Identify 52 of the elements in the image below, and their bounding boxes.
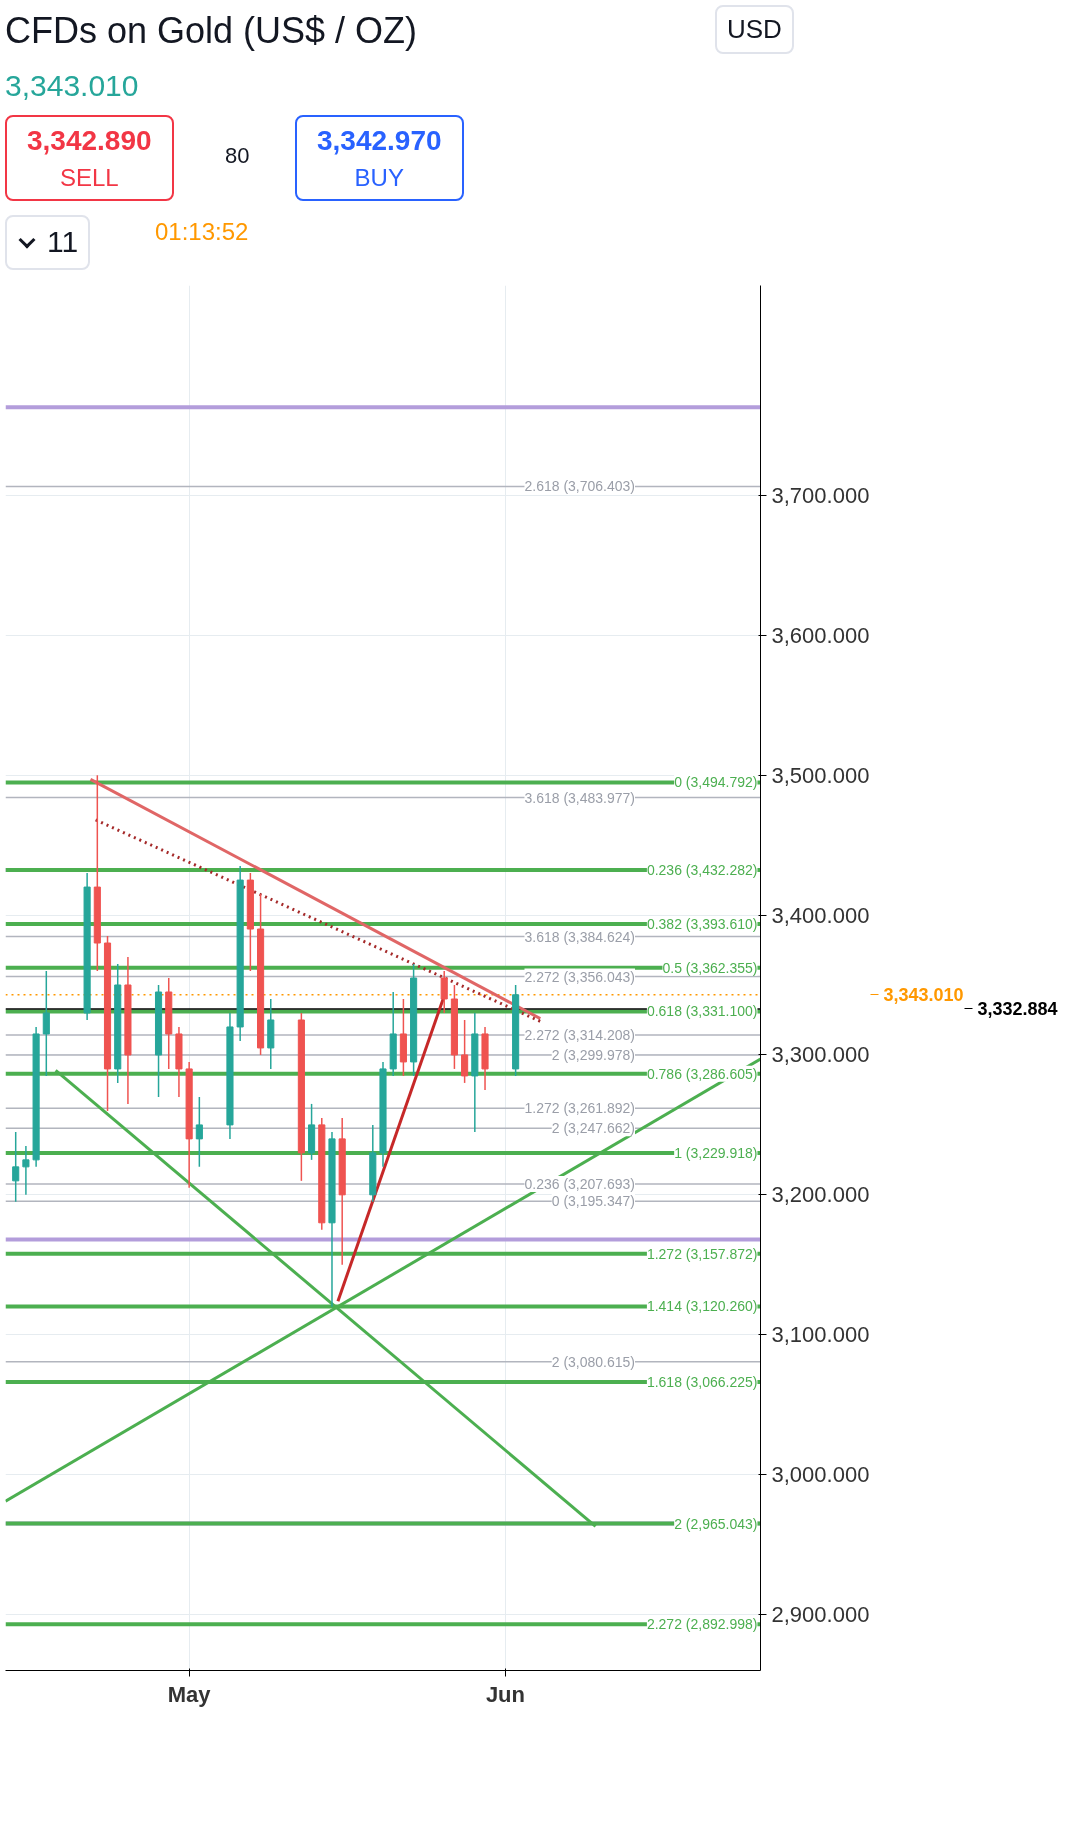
candlestick — [22, 1145, 30, 1196]
ref-line-label: 1.272 (3,157.872) — [646, 1245, 758, 1262]
ref-line-label: 0.5 (3,362.355) — [662, 959, 758, 976]
ref-line-label: 0.786 (3,286.605) — [646, 1065, 758, 1082]
text: 3,342.890 — [27, 124, 152, 158]
ref-line-label: 3.618 (3,483.977) — [524, 789, 636, 806]
x-tick-label: Jun — [485, 1681, 525, 1707]
ref-line-label: 3,332.884 — [977, 999, 1058, 1020]
text: 3,342.970 — [317, 124, 442, 158]
ref-line-label: 2.272 (2,892.998) — [646, 1616, 758, 1633]
ref-line-label: 2.618 (3,706.403) — [524, 478, 636, 495]
ref-line-label: 3.618 (3,384.624) — [524, 928, 636, 945]
ref-line-label: 2.272 (3,356.043) — [524, 968, 636, 985]
candlestick — [42, 970, 50, 1077]
ref-line-label: 1.414 (3,120.260) — [646, 1298, 758, 1315]
ref-line-label: 2 (3,247.662) — [551, 1120, 636, 1137]
chart-title: CFDs on Gold (US$ / OZ) — [5, 9, 418, 53]
y-tick-label: 2,900.000 — [771, 1602, 870, 1628]
ref-line-label: 2.272 (3,314.208) — [524, 1027, 636, 1044]
ref-line-label: 1 (3,229.918) — [674, 1144, 758, 1161]
candlestick — [461, 1019, 469, 1084]
ref-line-label: 2 (3,299.978) — [551, 1046, 636, 1063]
y-tick-label: 3,200.000 — [771, 1182, 870, 1208]
ref-line-label: 2 (2,965.043) — [674, 1515, 758, 1532]
y-tick-label: 3,000.000 — [771, 1462, 870, 1488]
candlestick — [440, 970, 448, 1014]
ref-line-label: 0.618 (3,331.100) — [646, 1003, 758, 1020]
text: SELL — [58, 163, 120, 193]
ref-line-label: 0.382 (3,393.610) — [646, 915, 758, 932]
text: USD — [715, 5, 794, 55]
ref-line-label: 2 (3,080.615) — [551, 1353, 636, 1370]
text: 11 — [5, 215, 91, 270]
y-tick-label: 3,600.000 — [771, 622, 870, 648]
ref-line-label: 0.236 (3,207.693) — [524, 1176, 636, 1193]
y-tick-label: 3,300.000 — [771, 1042, 870, 1068]
ref-line-label: 1.272 (3,261.892) — [524, 1100, 636, 1117]
x-tick-label: May — [167, 1681, 212, 1707]
candlestick — [12, 1131, 20, 1203]
ref-line-label: 0 (3,195.347) — [551, 1193, 636, 1210]
y-tick-label: 3,500.000 — [771, 762, 870, 788]
ref-line-label: 0.236 (3,432.282) — [646, 861, 758, 878]
ref-line-label: 0 (3,494.792) — [674, 774, 758, 791]
text: 01:13:52 — [155, 217, 249, 247]
y-tick-label: 3,400.000 — [771, 902, 870, 928]
y-tick-label: 3,100.000 — [771, 1322, 870, 1348]
text: 80 — [225, 142, 250, 170]
y-tick-label: 3,700.000 — [771, 482, 870, 508]
chart-subtitle: 3,343.010 — [5, 68, 139, 104]
text: BUY — [353, 163, 405, 193]
ref-line-label: 3,343.010 — [883, 985, 964, 1006]
candlestick — [195, 1096, 203, 1168]
ref-line-label: 1.618 (3,066.225) — [646, 1373, 758, 1390]
